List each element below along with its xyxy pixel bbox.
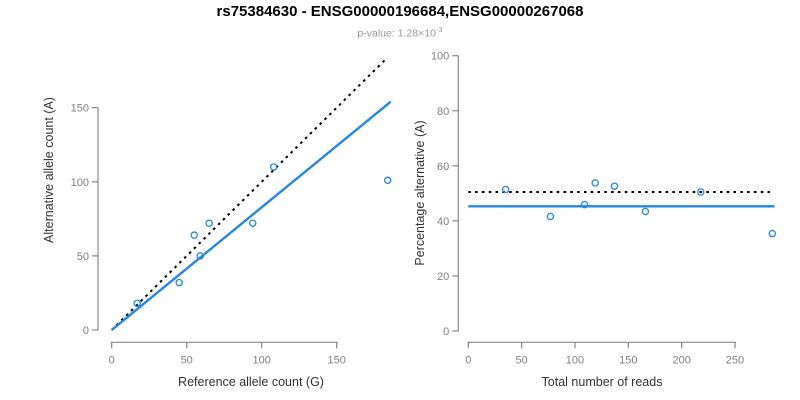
y-tick-label: 50 [77, 251, 89, 263]
y-tick-label: 20 [437, 271, 449, 283]
y-tick-label: 60 [437, 161, 449, 173]
data-point [501, 185, 510, 194]
x-tick-label: 250 [726, 354, 744, 366]
fit-line [110, 100, 392, 331]
x-tick-label: 150 [619, 354, 637, 366]
data-point [190, 231, 198, 239]
figure-title: rs75384630 - ENSG00000196684,ENSG0000026… [216, 3, 584, 20]
x-tick-label: 100 [566, 354, 584, 366]
data-point [196, 252, 204, 260]
left-panel: 0 50 100 150 0 50 100 150 Reference allele count… [42, 58, 392, 389]
x-tick-label: 100 [253, 354, 271, 366]
x-tick-label: 50 [181, 354, 193, 366]
x-axis-title: Total number of reads [542, 375, 663, 389]
y-tick-label: 0 [83, 325, 89, 337]
y-axis-title: Percentage alternative (A) [413, 120, 427, 265]
data-point [269, 163, 278, 171]
x-tick-label: 50 [516, 354, 528, 366]
data-point [383, 176, 392, 185]
x-axis-title: Reference allele count (G) [178, 375, 324, 389]
data-point [248, 219, 257, 228]
x-tick-label: 200 [672, 354, 690, 366]
pvalue-exponent: -3 [435, 25, 443, 34]
y-tick-label: 80 [437, 106, 449, 118]
x-tick-label: 150 [328, 354, 346, 366]
data-point [697, 188, 705, 196]
data-point [591, 179, 599, 187]
data-point [546, 212, 555, 221]
figure-subtitle: p-value: 1.28×10-3 [0, 25, 800, 40]
data-point [580, 200, 589, 209]
y-axis-title: Alternative allele count (A) [42, 97, 56, 243]
data-point [133, 299, 141, 308]
data-point [641, 207, 650, 216]
y-tick-label: 40 [437, 216, 449, 228]
right-panel: 0 20 40 60 80 100 0 50 100 150 200 250 Total number … [413, 51, 777, 389]
y-tick-label: 100 [431, 51, 449, 63]
x-tick-label: 0 [465, 354, 471, 366]
y-tick-label: 150 [71, 103, 89, 115]
x-tick-label: 0 [109, 354, 115, 366]
data-point [768, 229, 777, 238]
data-point [205, 219, 213, 228]
identity-line [110, 58, 387, 331]
y-tick-label: 0 [443, 326, 449, 338]
data-point [610, 182, 619, 190]
pvalue-text: p-value: 1.28×10 [357, 27, 436, 40]
data-point [175, 278, 183, 287]
y-tick-label: 100 [71, 177, 89, 189]
